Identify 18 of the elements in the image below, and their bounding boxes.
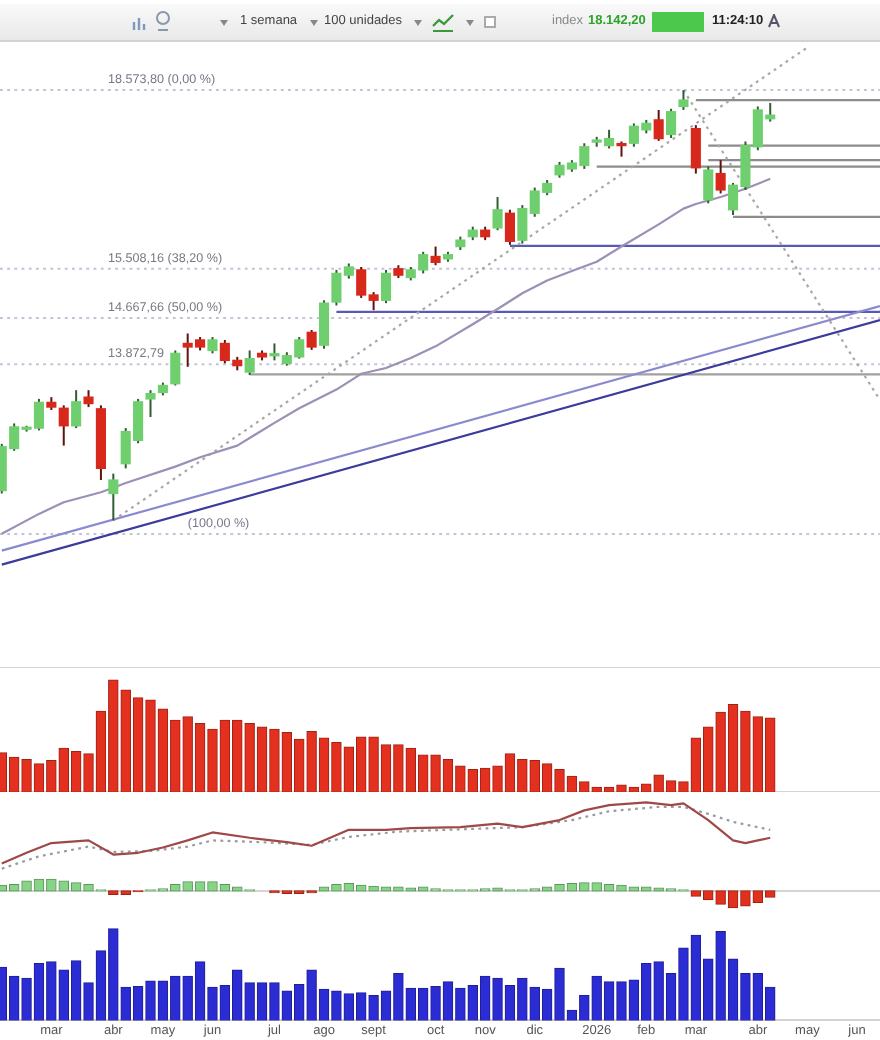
candlestick xyxy=(715,159,726,195)
candlestick xyxy=(58,404,69,447)
candlestick xyxy=(71,389,82,430)
candlestick xyxy=(678,89,689,111)
candlestick xyxy=(653,108,664,142)
candlestick xyxy=(504,208,515,246)
candlestick xyxy=(380,268,392,305)
candlestick xyxy=(492,195,503,232)
candlestick xyxy=(318,299,330,350)
candlestick xyxy=(666,107,677,139)
candlestick xyxy=(690,124,701,175)
candlestick xyxy=(306,329,317,351)
candlestick xyxy=(244,349,255,376)
candlestick xyxy=(108,472,119,522)
candlestick xyxy=(430,245,441,267)
candlestick xyxy=(145,389,156,418)
candlestick xyxy=(170,349,181,387)
candlestick xyxy=(703,165,714,205)
